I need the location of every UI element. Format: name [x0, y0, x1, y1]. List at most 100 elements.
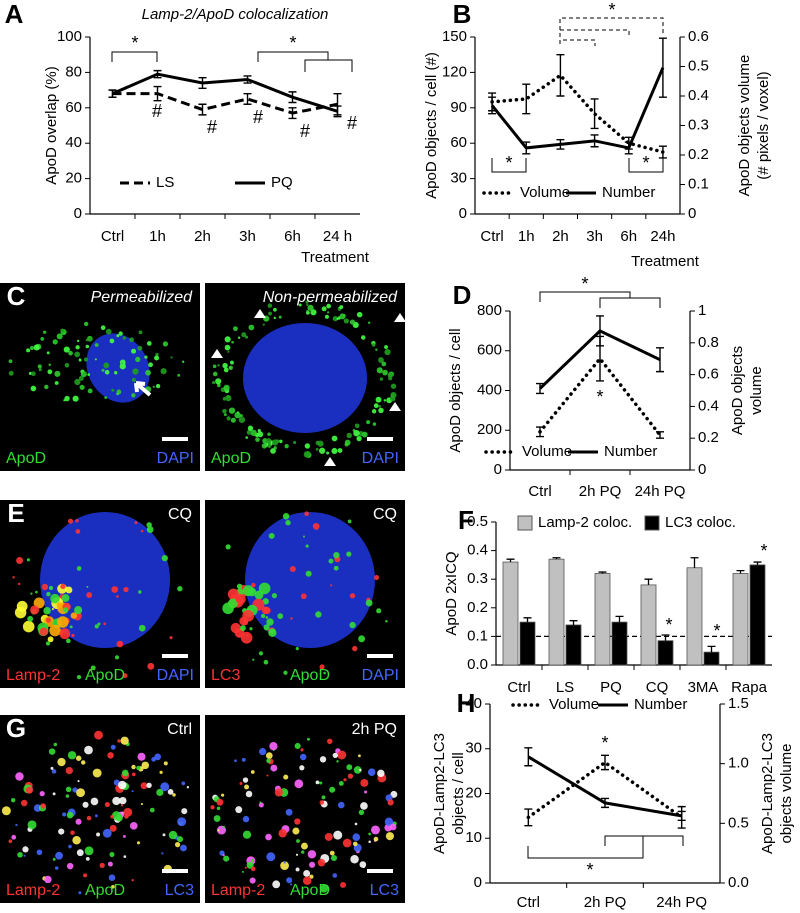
puncta [265, 438, 272, 444]
bar [519, 621, 536, 666]
puncta [15, 772, 24, 781]
puncta [384, 817, 394, 827]
channel-label: Lamp-2 [6, 667, 60, 684]
puncta [96, 832, 101, 837]
puncta [319, 756, 327, 763]
data-line [490, 73, 665, 154]
annotation: * [601, 733, 608, 753]
puncta [182, 360, 185, 363]
puncta [257, 429, 261, 433]
puncta [30, 592, 33, 595]
puncta [85, 344, 90, 349]
puncta [110, 815, 114, 819]
puncta [371, 825, 380, 835]
puncta [52, 339, 58, 345]
puncta [224, 344, 231, 351]
channel-label: ApoD [6, 450, 46, 467]
cell-nucleus [245, 512, 375, 648]
puncta [258, 651, 264, 656]
puncta [90, 797, 99, 806]
annotation: # [347, 113, 357, 133]
puncta [381, 361, 387, 367]
puncta [71, 633, 75, 638]
puncta [225, 544, 231, 550]
puncta [378, 407, 384, 414]
puncta [390, 383, 397, 389]
puncta [111, 884, 115, 889]
puncta [160, 782, 170, 792]
image-caption: Non-permeabilized [263, 289, 398, 306]
error-bar [690, 557, 699, 568]
significance-bracket [559, 39, 596, 46]
puncta [35, 590, 38, 594]
puncta [76, 566, 82, 571]
puncta [1, 806, 11, 816]
y-tick-label: 200 [477, 421, 502, 438]
puncta [293, 440, 297, 445]
puncta [295, 853, 299, 856]
puncta [242, 585, 254, 597]
puncta [292, 827, 300, 835]
puncta [302, 876, 312, 886]
puncta [59, 628, 71, 640]
axis-label: ApoD objects [729, 346, 746, 435]
puncta [155, 352, 159, 357]
puncta [129, 337, 134, 343]
puncta [240, 625, 246, 631]
panel-letter: A [5, 0, 24, 29]
puncta [315, 611, 322, 618]
bar [502, 561, 519, 666]
puncta [75, 345, 80, 350]
puncta [375, 396, 382, 403]
panel-letter: E [7, 498, 24, 528]
puncta [336, 760, 339, 763]
puncta [48, 585, 54, 591]
puncta [135, 356, 141, 363]
y2-tick-label: 0.6 [698, 366, 719, 383]
y-tick-label: 10 [465, 829, 482, 846]
error-bar [556, 54, 565, 97]
puncta [359, 768, 362, 772]
puncta [78, 375, 84, 381]
y-tick-label: 0 [74, 205, 82, 222]
bar [703, 651, 720, 666]
legend-label: LC3 coloc. [665, 514, 736, 531]
puncta [300, 593, 307, 600]
puncta [246, 430, 252, 435]
puncta [65, 766, 73, 775]
puncta [250, 866, 256, 872]
puncta [384, 348, 391, 356]
puncta [121, 769, 129, 777]
puncta [33, 344, 40, 351]
puncta [240, 631, 253, 644]
puncta [307, 304, 314, 311]
puncta [80, 760, 86, 765]
puncta [112, 796, 121, 806]
y-tick-label: 150 [442, 28, 467, 45]
puncta [33, 597, 45, 609]
puncta [217, 829, 220, 832]
channel-label: ApoD [211, 450, 251, 467]
puncta [290, 883, 293, 886]
bar [732, 573, 749, 666]
puncta [337, 448, 343, 453]
puncta [271, 593, 278, 599]
puncta [116, 595, 119, 598]
puncta [176, 836, 184, 843]
puncta [289, 565, 296, 573]
puncta [56, 333, 63, 340]
puncta [265, 616, 269, 619]
puncta [358, 635, 366, 643]
puncta [99, 862, 105, 868]
puncta [216, 798, 224, 806]
puncta [97, 622, 101, 626]
x-tick-label: Ctrl [101, 228, 124, 245]
puncta [60, 583, 66, 589]
error-bar [536, 382, 544, 395]
puncta [283, 861, 286, 864]
significance-bracket [539, 291, 631, 302]
x-tick-label: Ctrl [507, 679, 530, 696]
puncta [244, 866, 247, 869]
puncta [315, 780, 320, 785]
error-bar [624, 141, 633, 155]
